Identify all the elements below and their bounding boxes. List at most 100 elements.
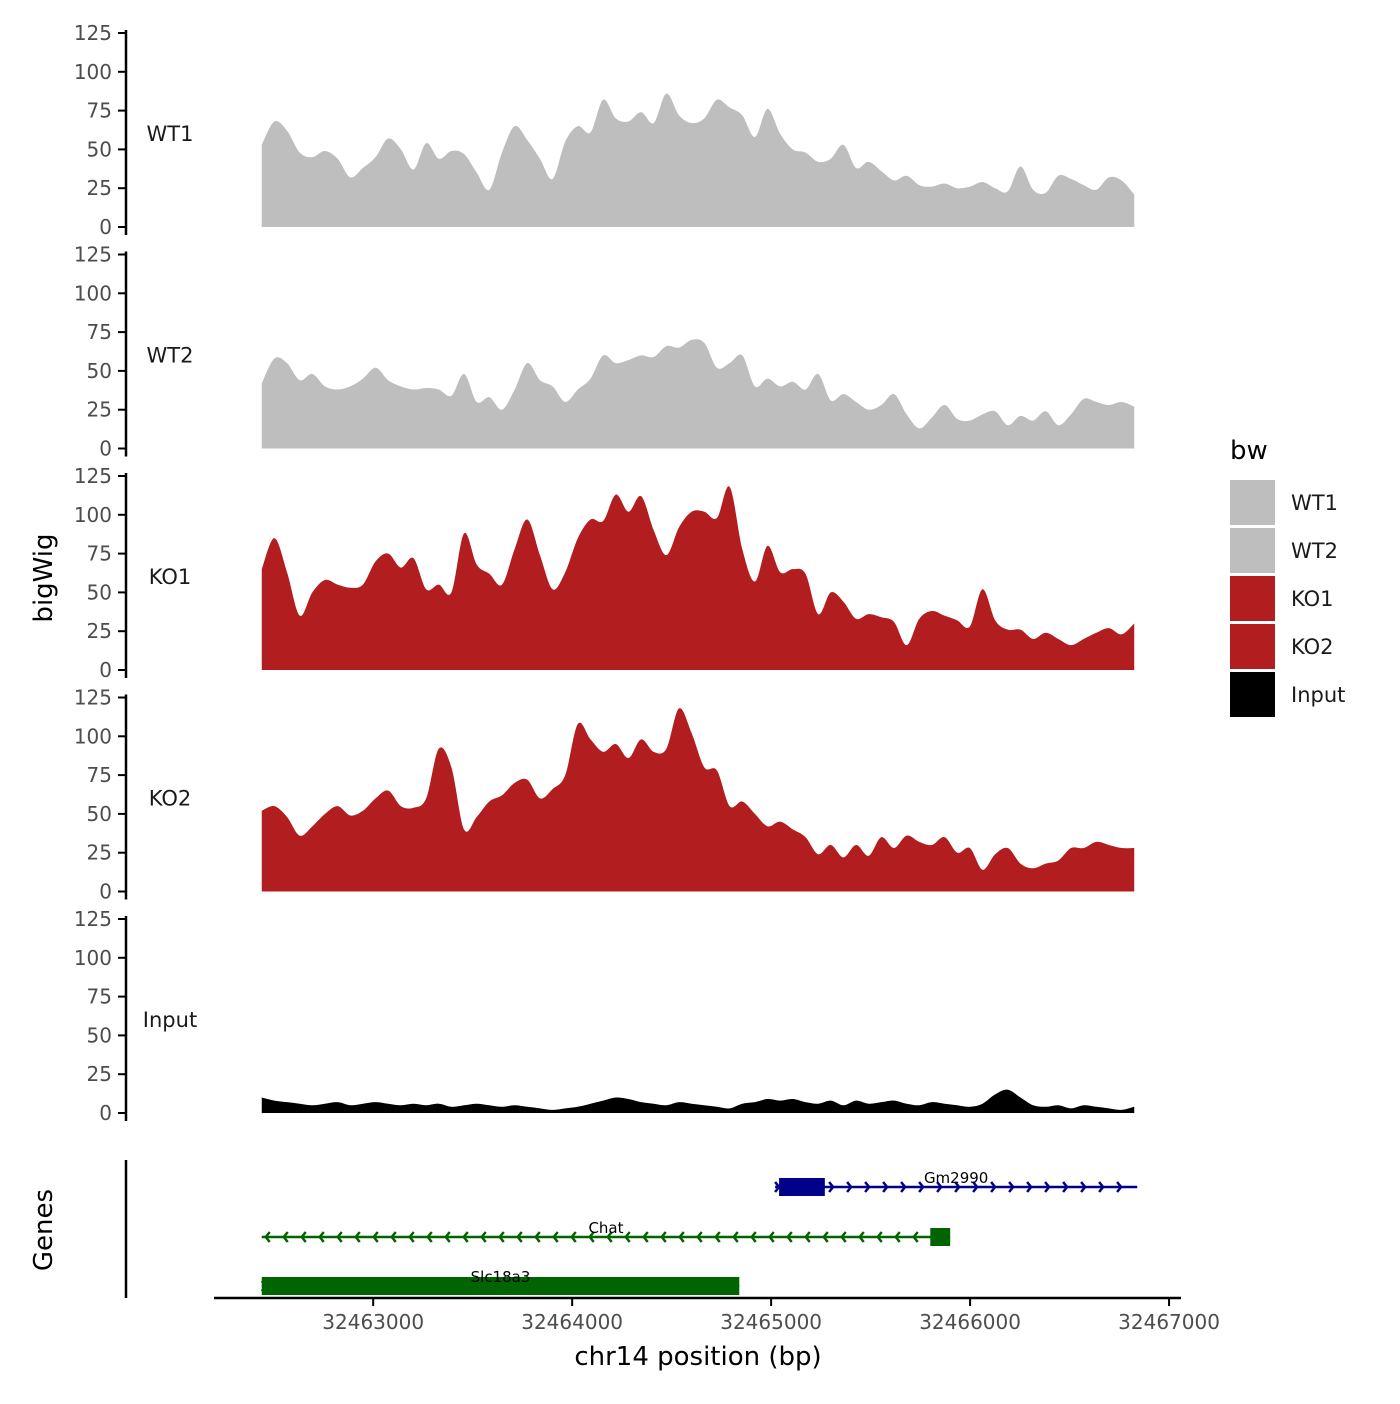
track-label: WT1 — [147, 122, 194, 146]
strand-arrow — [1026, 1181, 1033, 1193]
gene-label: Gm2990 — [924, 1169, 988, 1187]
gene-chat: Chat — [261, 1219, 951, 1246]
x-tick-label: 32466000 — [919, 1310, 1021, 1334]
strand-arrow — [846, 1181, 853, 1193]
strand-arrow — [1116, 1181, 1123, 1193]
strand-arrow — [900, 1181, 907, 1193]
legend-swatch-ko1 — [1230, 576, 1275, 621]
genes-axis-title: Genes — [29, 1189, 59, 1271]
strand-arrow — [426, 1231, 433, 1243]
strand-arrow — [882, 1181, 889, 1193]
y-tick-label: 75 — [87, 542, 112, 566]
x-axis: 32463000 32464000 32465000 32466000 32467000 — [214, 1296, 1220, 1334]
strand-arrow — [498, 1231, 505, 1243]
legend: bw WT1 WT2 KO1 KO2 Input — [1230, 436, 1345, 717]
x-tick-label: 32463000 — [322, 1310, 424, 1334]
strand-arrow — [336, 1231, 343, 1243]
strand-arrow — [936, 1181, 943, 1193]
strand-arrow — [318, 1231, 325, 1243]
track-input: 0 25 50 75 100 125 Input — [74, 907, 1135, 1125]
strand-arrow — [732, 1231, 739, 1243]
y-tick-label: 25 — [87, 176, 112, 200]
strand-arrow — [408, 1231, 415, 1243]
track-wt2: 0 25 50 75 100 125 WT2 — [74, 243, 1135, 461]
strand-arrow — [840, 1231, 847, 1243]
gene-exon — [930, 1228, 951, 1246]
strand-arrow — [858, 1231, 865, 1243]
strand-arrow — [444, 1231, 451, 1243]
gene-exon — [779, 1178, 825, 1196]
legend-swatch-input — [1230, 672, 1275, 717]
strand-arrow — [864, 1181, 871, 1193]
strand-arrow — [570, 1231, 577, 1243]
track-ko2: 0 25 50 75 100 125 KO2 — [74, 686, 1135, 904]
x-axis-title: chr14 position (bp) — [574, 1342, 821, 1372]
genes-panel: Gm2990 Chat Slc18a3 — [124, 1160, 1138, 1298]
strand-arrow — [300, 1231, 307, 1243]
strand-arrow — [804, 1231, 811, 1243]
strand-arrow — [264, 1231, 271, 1243]
y-tick-label: 100 — [74, 724, 112, 748]
y-tick-label: 50 — [87, 580, 112, 604]
strand-arrow — [480, 1231, 487, 1243]
y-tick-label: 0 — [99, 437, 112, 461]
y-tick-label: 100 — [74, 946, 112, 970]
x-tick-label: 32467000 — [1118, 1310, 1220, 1334]
strand-arrow — [1098, 1181, 1105, 1193]
legend-label: WT1 — [1291, 491, 1338, 515]
track-wt1: 0 25 50 75 100 125 WT1 — [74, 21, 1135, 239]
y-tick-label: 100 — [74, 503, 112, 527]
strand-arrow — [822, 1231, 829, 1243]
y-tick-label: 125 — [74, 21, 112, 45]
y-tick-label: 75 — [87, 99, 112, 123]
legend-title: bw — [1230, 436, 1268, 466]
strand-arrow — [390, 1231, 397, 1243]
y-tick-label: 25 — [87, 398, 112, 422]
y-tick-label: 0 — [99, 1101, 112, 1125]
y-tick-label: 125 — [74, 686, 112, 710]
y-axis-title: bigWig — [29, 533, 59, 622]
strand-arrow — [786, 1231, 793, 1243]
legend-swatch-wt2 — [1230, 528, 1275, 573]
strand-arrow — [282, 1231, 289, 1243]
gene-label: Slc18a3 — [471, 1268, 531, 1286]
strand-arrow — [714, 1231, 721, 1243]
coverage-area-input — [261, 1089, 1135, 1113]
y-tick-label: 125 — [74, 243, 112, 267]
gene-gm2990: Gm2990 — [774, 1169, 1138, 1196]
strand-arrow — [1008, 1181, 1015, 1193]
track-label: WT2 — [147, 344, 194, 368]
y-tick-label: 25 — [87, 841, 112, 865]
strand-arrow — [678, 1231, 685, 1243]
y-tick-label: 25 — [87, 1062, 112, 1086]
coverage-area-wt2 — [261, 339, 1135, 449]
strand-arrow — [516, 1231, 523, 1243]
coverage-area-ko2 — [261, 708, 1135, 892]
legend-label: KO1 — [1291, 587, 1334, 611]
strand-arrow — [876, 1231, 883, 1243]
strand-arrow — [606, 1231, 613, 1243]
y-tick-label: 50 — [87, 137, 112, 161]
y-tick-label: 50 — [87, 1023, 112, 1047]
strand-arrow — [696, 1231, 703, 1243]
legend-label: WT2 — [1291, 539, 1338, 563]
coverage-area-wt1 — [261, 93, 1135, 228]
strand-arrow — [624, 1231, 631, 1243]
strand-arrow — [372, 1231, 379, 1243]
y-tick-label: 100 — [74, 60, 112, 84]
strand-arrow — [462, 1231, 469, 1243]
y-tick-label: 75 — [87, 985, 112, 1009]
strand-arrow — [534, 1231, 541, 1243]
strand-arrow — [354, 1231, 361, 1243]
coverage-tracks: 0 25 50 75 100 125 WT1 0 25 50 75 100 125 WT2 0 25 50 75 1… — [74, 21, 1135, 1125]
strand-arrow — [954, 1181, 961, 1193]
y-tick-label: 75 — [87, 763, 112, 787]
strand-arrow — [894, 1231, 901, 1243]
strand-arrow — [588, 1231, 595, 1243]
y-tick-label: 125 — [74, 907, 112, 931]
y-tick-label: 0 — [99, 658, 112, 682]
strand-arrow — [1080, 1181, 1087, 1193]
y-tick-label: 100 — [74, 281, 112, 305]
track-label: KO2 — [149, 787, 192, 811]
